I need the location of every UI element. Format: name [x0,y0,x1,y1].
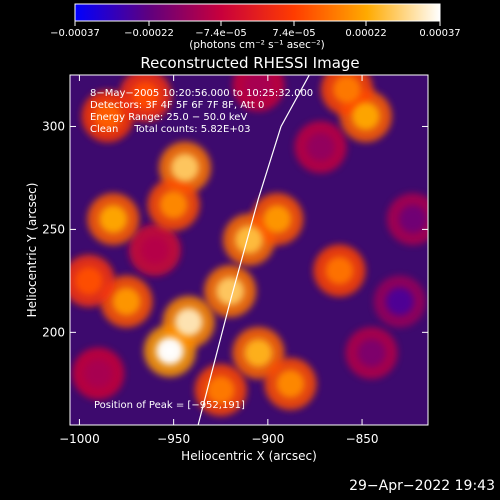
peak-emission [162,343,177,358]
emission-region [170,153,199,182]
chart-title: Reconstructed RHESSI Image [140,54,359,72]
x-tick-label: −1000 [59,432,100,446]
annotation-energy-range: Energy Range: 25.0 − 50.0 keV [90,112,247,123]
colorbar-tick-label: 7.4e−05 [272,28,315,39]
solar-limb-curve [197,75,310,425]
heatmap-cells [70,75,428,416]
x-tick-label: −950 [157,432,190,446]
annotation-detectors: Detectors: 3F 4F 5F 6F 7F 8F, Att 0 [90,100,264,111]
colorbar-ticks: −0.00037 −0.00022 −7.4e−05 7.4e−05 0.00022 0.… [50,21,461,39]
emission-region [332,75,361,104]
emission-region [174,308,203,337]
emission-region [263,205,292,234]
colorbar-tick-label: 0.00022 [345,28,386,39]
y-tick-label: 200 [42,325,65,339]
y-axis-ticks: 200 250 300 [42,119,428,339]
negative-region [385,287,414,316]
peak-position-label: Position of Peak = [−952,191] [94,400,245,411]
x-tick-label: −850 [346,432,379,446]
x-axis-label: Heliocentric X (arcsec) [181,449,317,463]
negative-region [398,205,427,234]
emission-region [276,369,305,398]
annotation-block: 8−May−2005 10:20:56.000 to 10:25:32.000 … [90,88,313,135]
y-tick-label: 300 [42,119,65,133]
emission-region [112,287,141,316]
emission-region [131,81,160,110]
x-tick-label: −900 [251,432,284,446]
x-axis-ticks: −1000 −950 −900 −850 [59,75,379,446]
negative-region [357,338,386,367]
plot-frame [69,74,429,426]
negative-region [244,75,273,100]
colorbar-tick-label: −0.00037 [50,28,100,39]
colorbar-tick-label: −0.00022 [124,28,174,39]
emission-region [235,225,263,254]
annotation-time-range: 8−May−2005 10:20:56.000 to 10:25:32.000 [90,88,313,99]
emission-region [74,266,103,295]
colorbar-gradient [74,3,441,22]
render-timestamp: 29−Apr−2022 19:43 [349,478,495,494]
negative-region [140,236,169,264]
emission-region [244,338,273,367]
emission-region [216,277,245,306]
negative-region [84,359,113,388]
emission-region [159,190,188,219]
colorbar: −0.00037 −0.00022 −7.4e−05 7.4e−05 0.00022 0.… [50,3,461,51]
negative-region [306,133,335,162]
emission-region [99,205,128,234]
colorbar-tick-label: −7.4e−05 [195,28,247,39]
emission-region [351,102,380,131]
y-tick-label: 250 [42,222,65,236]
emission-region [206,376,235,404]
emission-region [325,256,354,285]
emission-region [93,102,122,131]
colorbar-units-label: (photons cm⁻² s⁻¹ asec⁻²) [189,39,324,51]
plot-area [70,75,428,425]
y-axis-label: Heliocentric Y (arcsec) [25,183,39,318]
colorbar-tick-label: 0.00037 [419,28,460,39]
annotation-total-counts: Clean Total counts: 5.82E+03 [90,124,250,135]
